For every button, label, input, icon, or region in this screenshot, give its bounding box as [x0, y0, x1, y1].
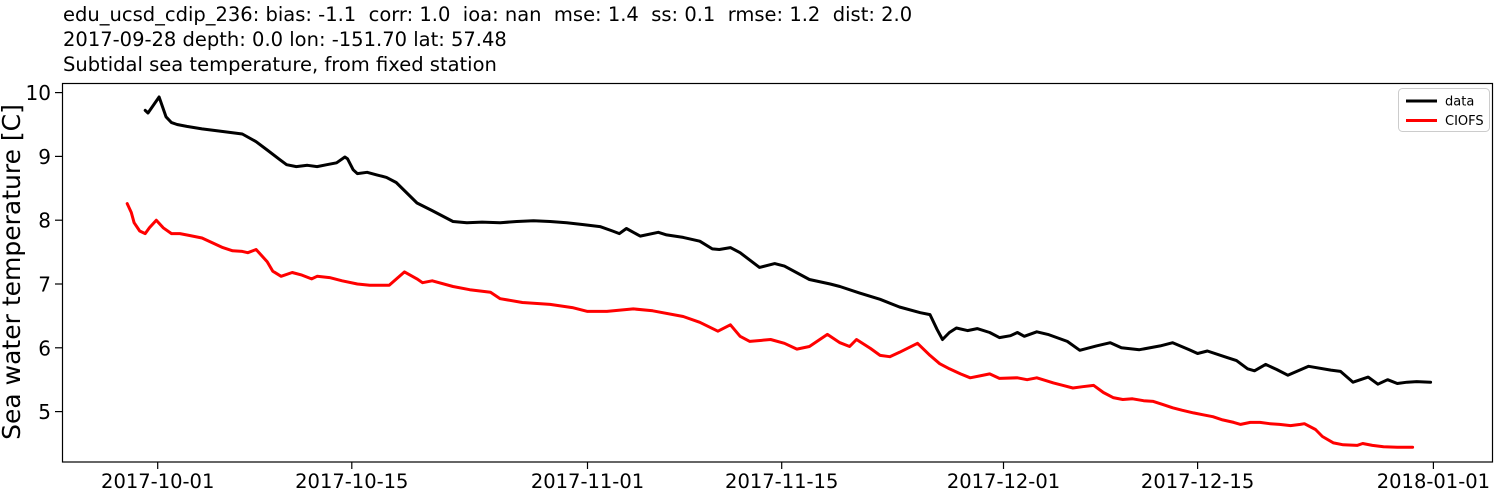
figure-title-station-meta: 2017-09-28 depth: 0.0 lon: -151.70 lat: …: [63, 28, 507, 51]
y-tick-label: 6: [38, 336, 51, 360]
plot-border: [61, 82, 1494, 463]
x-tick-label: 2017-10-01: [101, 470, 214, 493]
legend-label-data: data: [1445, 95, 1474, 110]
y-axis: 5 6 7 8 9 10: [26, 81, 62, 424]
legend-label-ciofs: CIOFS: [1445, 114, 1484, 129]
figure-title-variable: Subtidal sea temperature, from fixed sta…: [63, 53, 497, 76]
legend: data CIOFS: [1398, 88, 1490, 132]
x-tick-label: 2017-12-01: [947, 470, 1060, 493]
y-tick-label: 8: [38, 209, 51, 233]
x-axis: 2017-10-01 2017-10-15 2017-11-01 2017-11-15…: [101, 462, 1490, 493]
x-tick-label: 2017-10-15: [295, 470, 408, 493]
y-axis-label: Sea water temperature [C]: [0, 104, 26, 440]
data-series-group: [125, 95, 1433, 449]
x-tick-label: 2017-11-01: [531, 470, 644, 493]
x-tick-label: 2017-11-15: [725, 470, 838, 493]
y-tick-label: 9: [38, 145, 51, 169]
series-line-data: [143, 95, 1433, 386]
y-tick-label: 5: [38, 400, 51, 424]
x-tick-label: 2018-01-01: [1377, 470, 1490, 493]
series-line-ciofs: [125, 202, 1415, 449]
y-tick-label: 10: [26, 81, 51, 105]
figure-title-stats: edu_ucsd_cdip_236: bias: -1.1 corr: 1.0 …: [63, 3, 913, 26]
y-tick-label: 7: [38, 273, 51, 297]
x-tick-label: 2017-12-15: [1141, 470, 1254, 493]
